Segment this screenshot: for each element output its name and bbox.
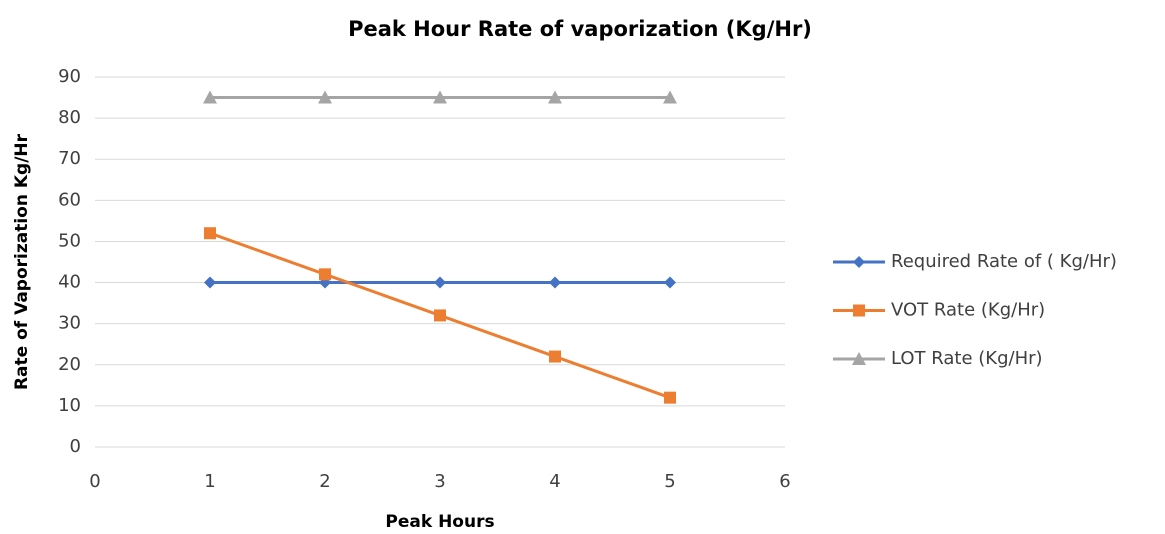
x-axis-title: Peak Hours	[385, 512, 494, 532]
legend-marker	[853, 304, 865, 317]
marker	[434, 276, 446, 289]
marker	[319, 268, 331, 281]
marker	[204, 227, 216, 240]
y-tick-label: 90	[58, 66, 81, 87]
y-axis-title: Rate of Vaporization Kg/Hr	[12, 133, 32, 390]
y-tick-label: 70	[58, 148, 81, 169]
marker	[433, 90, 447, 104]
legend-text: Required Rate of ( Kg/Hr)	[891, 251, 1117, 272]
x-tick-label: 6	[779, 471, 790, 492]
y-tick-label: 10	[58, 395, 81, 416]
marker	[548, 90, 562, 104]
y-tick-label: 20	[58, 354, 81, 375]
marker	[434, 309, 446, 322]
legend-text: VOT Rate (Kg/Hr)	[891, 300, 1045, 321]
legend-text: LOT Rate (Kg/Hr)	[891, 348, 1043, 369]
marker	[664, 276, 676, 289]
x-tick-label: 2	[319, 471, 330, 492]
y-tick-label: 60	[58, 189, 81, 210]
marker	[318, 90, 332, 104]
marker	[549, 350, 561, 363]
legend-marker	[853, 256, 865, 268]
x-tick-label: 1	[204, 471, 215, 492]
y-tick-label: 40	[58, 272, 81, 293]
marker	[663, 90, 677, 104]
y-tick-label: 0	[70, 436, 81, 457]
y-tick-label: 50	[58, 230, 81, 251]
x-tick-label: 0	[89, 471, 100, 492]
x-tick-label: 3	[434, 471, 445, 492]
x-tick-label: 5	[664, 471, 675, 492]
y-tick-label: 80	[58, 107, 81, 128]
chart-title: Peak Hour Rate of vaporization (Kg/Hr)	[348, 17, 812, 41]
marker	[204, 276, 216, 289]
marker	[549, 276, 561, 289]
marker	[664, 391, 676, 404]
legend-marker	[852, 352, 866, 365]
x-tick-label: 4	[549, 471, 560, 492]
y-tick-label: 30	[58, 313, 81, 334]
marker	[203, 90, 217, 104]
